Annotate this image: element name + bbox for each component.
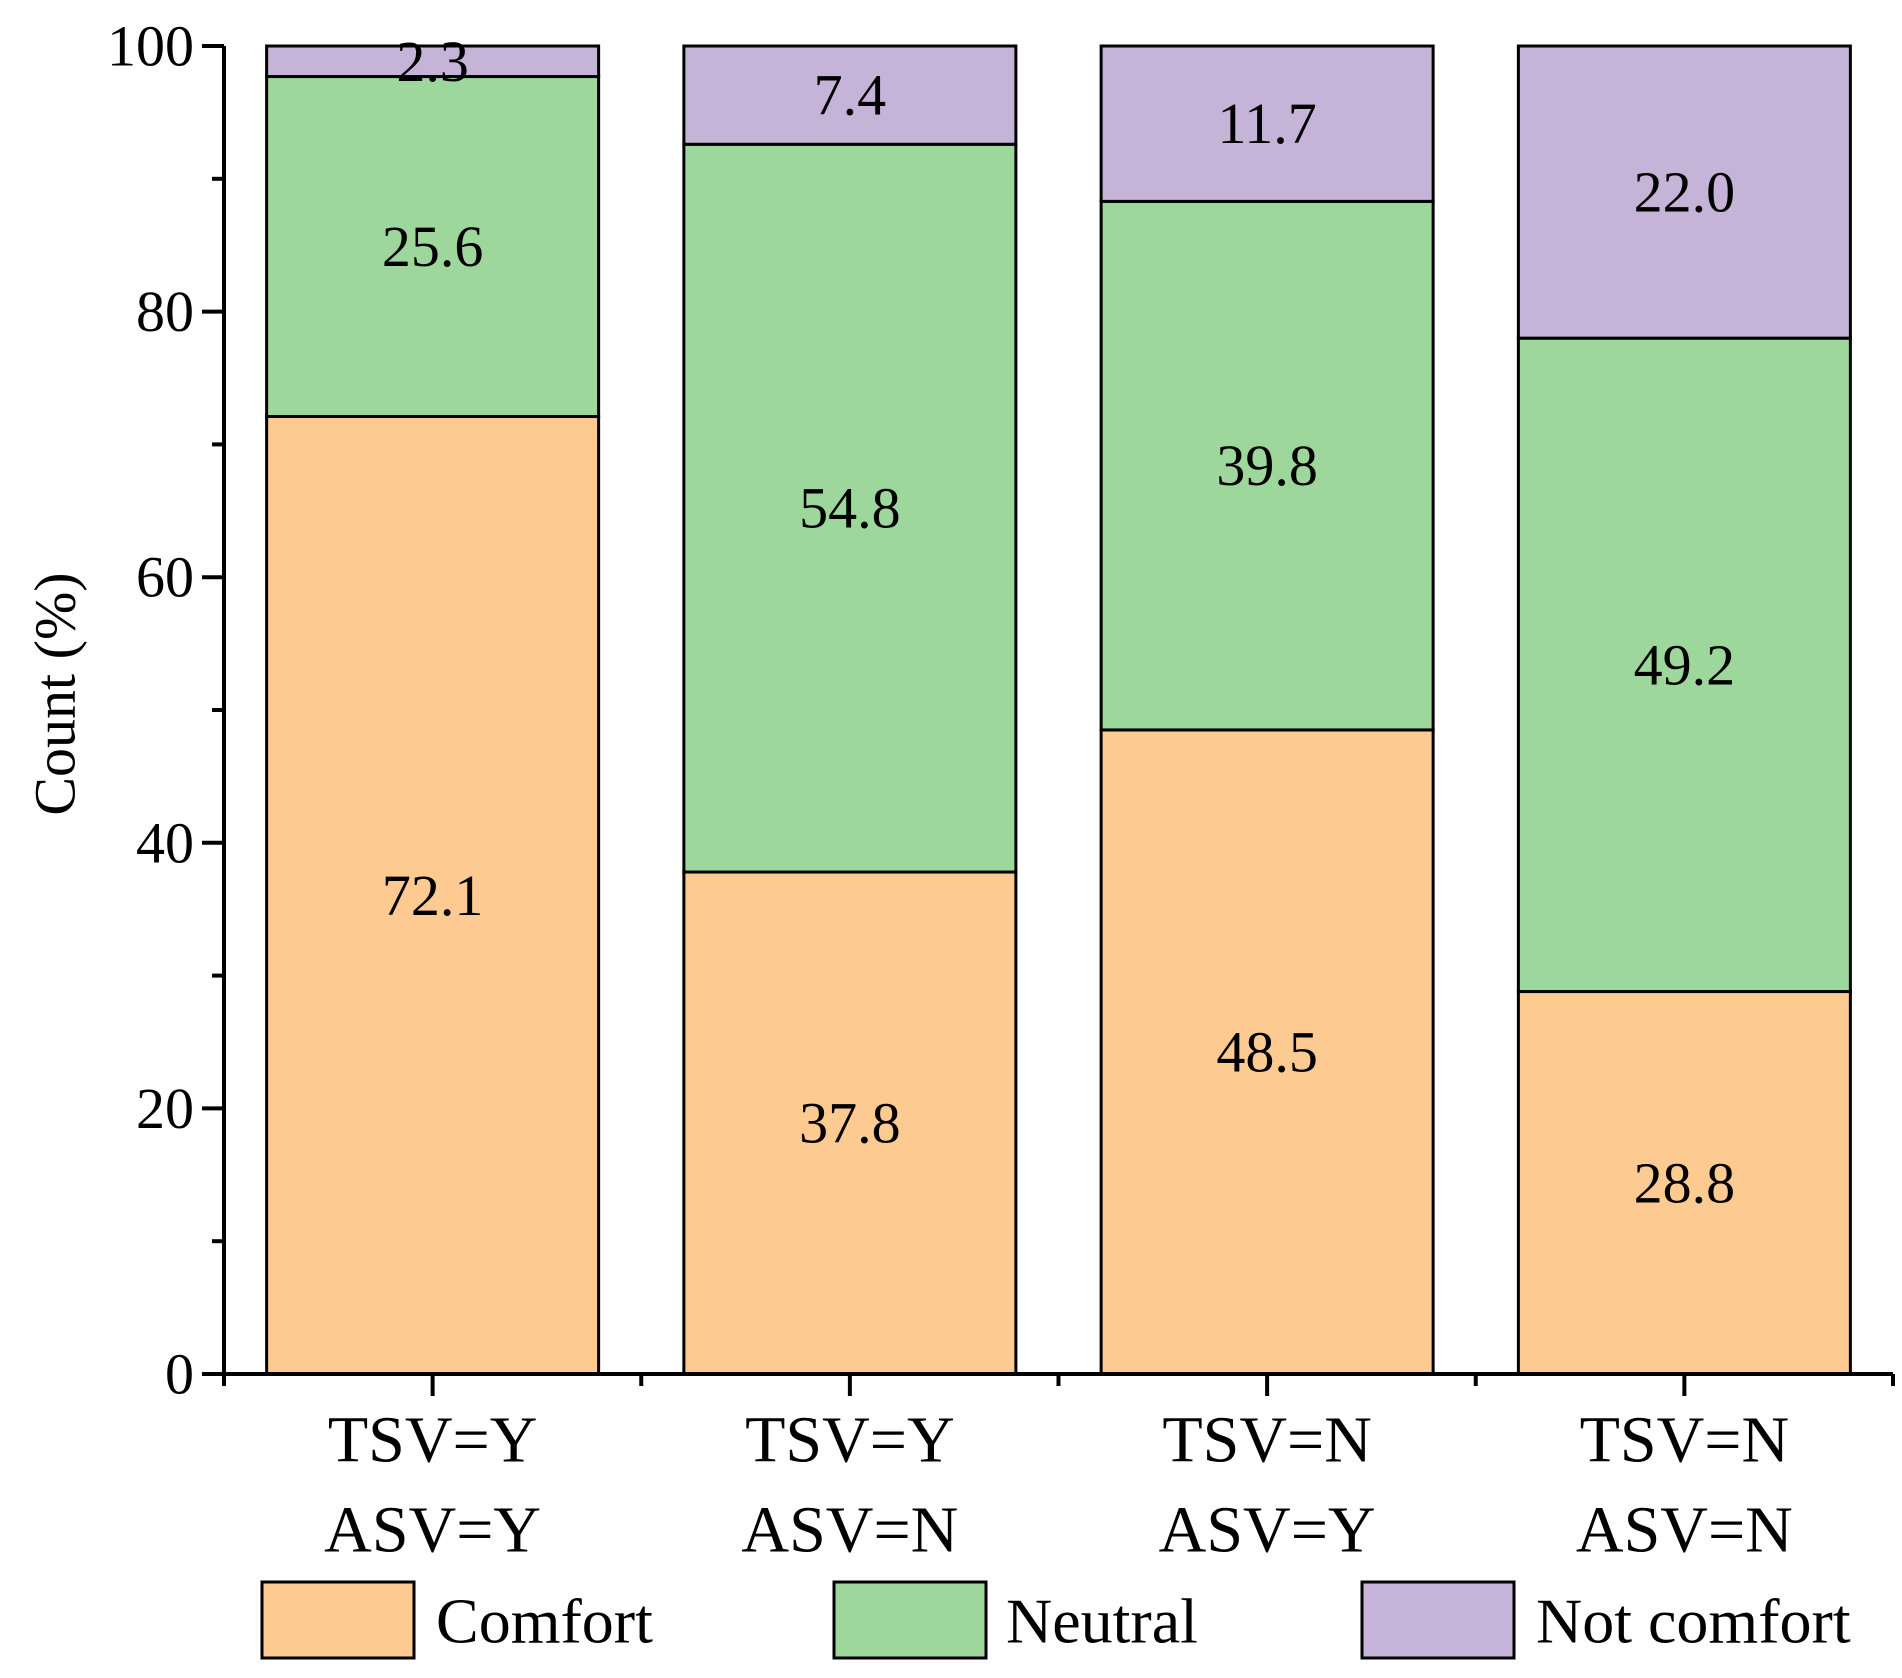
bar-segment-not-comfort [1516, 44, 1852, 340]
y-tick-label: 0 [165, 1342, 194, 1407]
y-tick-label: 80 [136, 279, 194, 344]
x-tick-label: ASV=Y [1159, 1494, 1376, 1567]
x-tick-label: ASV=N [741, 1494, 958, 1567]
data-label: 7.4 [814, 63, 887, 128]
data-label: 54.8 [799, 476, 901, 541]
y-tick-label: 40 [136, 810, 194, 875]
bar-segment-comfort [1099, 728, 1435, 1376]
data-label: 25.6 [382, 214, 484, 279]
x-tick-label: TSV=Y [328, 1404, 538, 1477]
bar-segment-neutral [265, 75, 601, 419]
legend-swatch-neutral [832, 1580, 988, 1660]
bar-segment-comfort [1516, 990, 1852, 1376]
x-tick-label: ASV=Y [324, 1494, 541, 1567]
bar-segment-not-comfort [682, 44, 1018, 146]
legend-swatch-not-comfort [1360, 1580, 1516, 1660]
axes-layer: 0 20 40 60 80 100 TSV=Y ASV=Y TSV=Y ASV=N TSV=N ASV… [107, 14, 1895, 1567]
legend-swatch-comfort [260, 1580, 416, 1660]
bar-segment-comfort [682, 870, 1018, 1376]
y-tick-label: 20 [136, 1076, 194, 1141]
bar-segment-neutral [682, 142, 1018, 874]
bar-segment-neutral [1516, 336, 1852, 994]
y-tick-label: 100 [107, 14, 194, 79]
bar-segment-neutral [1099, 199, 1435, 732]
data-label: 11.7 [1217, 91, 1316, 156]
legend: Comfort Neutral Not comfort [260, 1580, 1851, 1660]
bar-segment-not-comfort [1099, 44, 1435, 203]
data-label: 2.3 [396, 29, 469, 94]
y-tick-label: 60 [136, 545, 194, 610]
data-label: 49.2 [1634, 632, 1736, 697]
y-axis-title: Count (%) [23, 572, 88, 815]
bar-segment-comfort [265, 415, 601, 1376]
data-label: 37.8 [799, 1091, 901, 1156]
data-label: 48.5 [1216, 1019, 1318, 1084]
legend-label: Comfort [436, 1586, 653, 1657]
data-label: 39.8 [1216, 433, 1318, 498]
data-label: 28.8 [1634, 1150, 1736, 1215]
data-label: 22.0 [1634, 160, 1736, 225]
x-tick-label: TSV=N [1162, 1404, 1372, 1477]
data-label: 72.1 [382, 863, 484, 928]
x-tick-label: ASV=N [1576, 1494, 1793, 1567]
x-tick-label: TSV=N [1580, 1404, 1790, 1477]
bars-layer: 72.1 25.6 2.3 37.8 54.8 7.4 48.5 39.8 11.7 28.8 49… [265, 29, 1852, 1376]
legend-label: Not comfort [1536, 1586, 1851, 1657]
x-tick-label: TSV=Y [745, 1404, 955, 1477]
legend-label: Neutral [1006, 1586, 1198, 1657]
bar-segment-not-comfort [265, 44, 601, 79]
